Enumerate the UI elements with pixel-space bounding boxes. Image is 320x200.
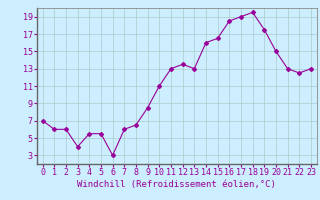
X-axis label: Windchill (Refroidissement éolien,°C): Windchill (Refroidissement éolien,°C)	[77, 180, 276, 189]
